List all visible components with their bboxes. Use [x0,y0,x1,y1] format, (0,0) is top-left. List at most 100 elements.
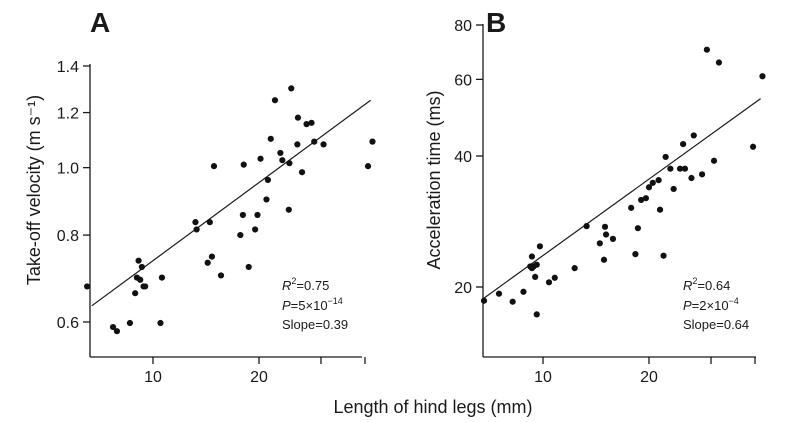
data-point [257,155,264,162]
y-tick-label: 1.4 [57,59,79,76]
data-point [277,149,284,157]
data-point [285,206,292,213]
x-tick-label: 10 [534,369,552,386]
data-point [660,252,667,259]
panel-a-r2: R2=0.75 [282,276,329,293]
panel-a-p: P=5×10−14 [282,296,343,313]
data-point [138,263,146,271]
data-point [320,141,327,148]
panel-a-points [84,85,376,335]
data-point [583,223,590,230]
panel-a-stats: R2=0.75 P=5×10−14 Slope=0.39 [282,276,348,332]
data-point [158,274,166,281]
y-tick-label: 80 [454,18,472,35]
data-point [551,274,558,281]
data-point [642,195,650,202]
data-point [208,253,216,260]
data-point [656,206,664,213]
panel-a-letter: A [90,7,110,38]
data-point [533,261,540,268]
data-point [311,138,318,145]
data-point [676,165,684,172]
data-point [137,276,144,283]
data-point [698,171,706,178]
data-point [670,185,677,193]
data-point [638,196,645,204]
data-point [596,240,603,247]
data-point [528,253,536,260]
data-point [109,323,117,331]
data-point [495,290,503,297]
data-point [369,138,376,145]
data-point [609,235,617,242]
data-point [288,85,295,92]
data-point [681,165,689,172]
data-point [690,132,697,139]
data-point [254,211,261,219]
y-tick-label: 1.0 [57,161,79,178]
data-point [206,219,213,226]
data-point [632,251,639,258]
data-point [688,174,695,182]
y-tick-label: 20 [454,280,472,297]
panel-a: A Take-off velocity (m s⁻¹) 10 20 0.6 0.8 1.… [24,7,376,386]
data-point [264,176,272,184]
data-point [239,211,246,219]
y-tick-label: 0.8 [57,228,79,245]
data-point [192,219,199,226]
data-point [267,135,274,142]
data-point [286,160,293,167]
panel-b-letter: B [486,7,506,38]
data-point [245,263,252,271]
data-point [193,226,200,233]
data-point [520,288,527,295]
data-point [237,231,244,239]
panel-b: B Acceleration time (ms) 10 20 20 40 60 80 R2… [424,7,766,386]
data-point [279,157,286,164]
x-tick-label: 20 [250,369,268,386]
data-point [217,272,225,279]
data-point [308,119,315,126]
data-point [204,259,211,266]
data-point [715,59,723,66]
data-point [680,140,687,148]
panel-a-slope: Slope=0.39 [282,317,348,332]
panel-b-p: P=2×10−4 [683,296,739,313]
fit-line [91,99,371,307]
data-point [263,196,270,203]
data-point [132,290,139,297]
panel-b-stats: R2=0.64 P=2×10−4 Slope=0.64 [683,276,749,332]
panel-a-axes: 10 20 0.6 0.8 1.0 1.2 1.4 [57,59,371,386]
panel-b-r2: R2=0.64 [683,276,730,293]
data-point [240,161,247,168]
data-point [294,114,302,121]
y-tick-label: 40 [454,149,472,166]
data-point [298,169,306,176]
data-point [113,328,121,335]
panel-a-ylabel: Take-off velocity (m s⁻¹) [24,95,44,285]
data-point [649,179,656,186]
data-point [634,225,642,232]
data-point [364,163,372,170]
x-tick-label: 10 [144,369,162,386]
data-point [703,46,710,53]
data-point [602,231,610,238]
data-point [303,121,310,128]
data-point [135,257,142,264]
data-point [84,283,91,290]
data-point [533,311,540,318]
panel-b-points [480,46,766,318]
data-point [759,73,766,80]
data-point [645,184,653,191]
y-tick-label: 0.6 [57,315,79,332]
panel-b-slope: Slope=0.64 [683,317,749,332]
fit-line [481,98,761,301]
data-point [157,319,164,327]
data-point [210,163,218,170]
data-point [749,143,757,150]
x-tick-label: 20 [640,369,658,386]
y-tick-label: 60 [454,72,472,89]
data-point [252,226,259,233]
data-point [536,243,544,250]
